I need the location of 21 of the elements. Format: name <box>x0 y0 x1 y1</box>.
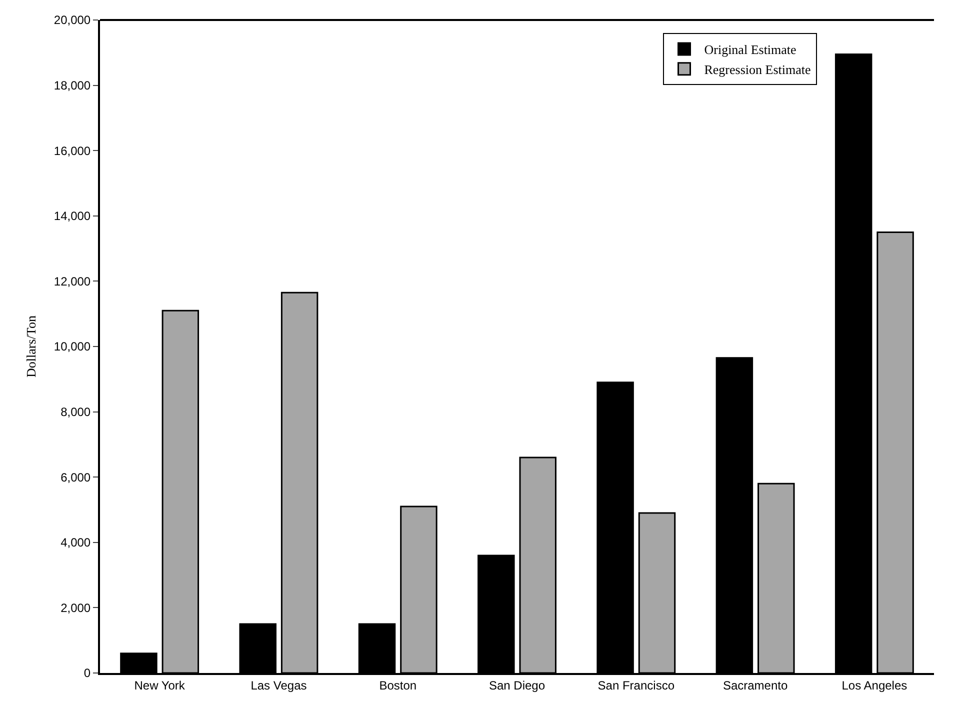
legend-label: Original Estimate <box>704 42 797 58</box>
y-tick-label: 6,000 <box>60 470 91 484</box>
y-axis-title: Dollars/Ton <box>23 315 38 378</box>
y-tick-label: 16,000 <box>54 144 91 158</box>
y-tick-label: 12,000 <box>54 274 91 288</box>
x-tick-label: New York <box>134 678 186 692</box>
x-tick-label: Boston <box>379 678 417 692</box>
x-tick-label: San Diego <box>488 678 546 692</box>
x-tick-label: Las Vegas <box>250 678 307 692</box>
legend-label: Regression Estimate <box>704 62 811 77</box>
y-tick-label: 10,000 <box>54 340 91 354</box>
x-tick-label: San Francisco <box>598 678 675 692</box>
y-tick-label: 8,000 <box>60 405 91 419</box>
y-tick-label: 0 <box>84 666 91 680</box>
y-tick-label: 2,000 <box>60 600 91 615</box>
y-tick-label: 20,000 <box>54 13 91 28</box>
x-tick-label: Sacramento <box>722 678 788 692</box>
y-tick-label: 4,000 <box>60 536 91 550</box>
x-tick-label: Los Angeles <box>842 678 908 692</box>
y-tick-label: 18,000 <box>54 78 91 92</box>
y-tick-label: 14,000 <box>54 209 91 224</box>
